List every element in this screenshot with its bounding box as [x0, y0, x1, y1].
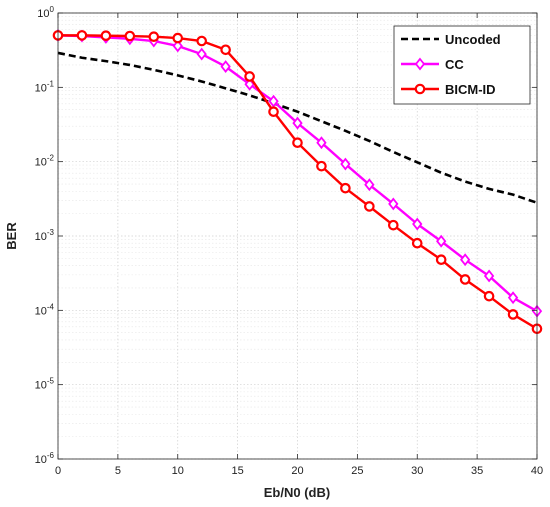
x-tick-labels: 0 5 10 15 20 25 30 35 40	[55, 465, 543, 477]
data-point-cc	[459, 253, 471, 267]
data-point-bicm-id	[340, 182, 351, 194]
data-point-bicm-id	[268, 106, 279, 118]
data-point-bicm-id	[124, 30, 136, 42]
data-point-cc	[340, 157, 351, 171]
x-tick-label: 30	[411, 465, 423, 477]
x-tick-label: 35	[471, 465, 483, 477]
data-point-cc	[316, 136, 327, 150]
data-point-cc	[172, 39, 183, 53]
data-point-bicm-id	[292, 137, 303, 148]
legend-entry-cc: CC	[401, 57, 464, 72]
legend-label-bicm-id: BICM-ID	[445, 82, 496, 97]
data-point-bicm-id	[220, 44, 231, 56]
x-tick-label: 0	[55, 465, 61, 477]
x-tick-label: 20	[291, 465, 303, 477]
data-point-bicm-id	[459, 274, 471, 285]
data-point-cc	[388, 197, 399, 211]
x-tick-label: 5	[115, 465, 121, 477]
data-point-bicm-id	[76, 30, 88, 41]
data-point-cc	[483, 269, 495, 283]
data-point-cc	[412, 217, 423, 231]
series-line-uncoded	[57, 51, 538, 204]
x-tick-label: 15	[232, 465, 244, 477]
y-tick-label: 10-1	[35, 79, 55, 94]
y-tick-label: 10-5	[35, 377, 55, 392]
y-tick-labels: 100 10-1 10-2 10-3 10-4 10-5 10-6	[35, 5, 55, 466]
data-point-bicm-id	[244, 71, 255, 82]
data-point-bicm-id	[172, 32, 184, 44]
legend: Uncoded CC BICM-ID	[393, 25, 531, 105]
data-point-cc	[220, 60, 231, 74]
data-point-cc	[196, 47, 207, 61]
y-tick-label: 10-3	[35, 228, 55, 243]
legend-entry-bicm-id: BICM-ID	[401, 82, 496, 97]
x-axis-label: Eb/N0 (dB)	[264, 485, 330, 500]
data-point-bicm-id	[316, 160, 327, 172]
series-bicm-id	[52, 30, 543, 335]
y-tick-label: 10-6	[35, 451, 55, 466]
y-tick-label: 10-2	[35, 154, 55, 169]
data-point-bicm-id	[148, 31, 160, 42]
data-point-bicm-id	[435, 254, 447, 265]
x-tick-label: 40	[531, 465, 543, 477]
legend-label-uncoded: Uncoded	[445, 32, 501, 47]
x-tick-label: 10	[172, 465, 184, 477]
data-point-cc	[507, 291, 519, 305]
data-point-cc	[364, 178, 375, 192]
legend-entry-uncoded: Uncoded	[401, 32, 501, 47]
legend-label-cc: CC	[445, 57, 464, 72]
data-point-bicm-id	[100, 30, 112, 42]
tick-marks	[57, 12, 538, 460]
data-point-bicm-id	[483, 290, 495, 302]
data-point-bicm-id	[387, 219, 399, 231]
y-axis-label: BER	[4, 222, 19, 250]
data-point-bicm-id	[196, 35, 207, 47]
data-point-bicm-id	[507, 309, 519, 320]
series-uncoded	[57, 51, 538, 204]
y-tick-label: 100	[37, 5, 54, 20]
y-tick-label: 10-4	[35, 302, 55, 317]
data-point-cc	[244, 77, 255, 91]
data-point-cc	[436, 234, 447, 248]
legend-marker-bicm-id	[414, 83, 426, 95]
data-point-bicm-id	[364, 201, 375, 212]
data-point-cc	[268, 94, 279, 108]
legend-marker-cc	[414, 57, 426, 71]
series-layer	[52, 28, 543, 335]
data-point-cc	[292, 116, 303, 130]
data-point-bicm-id	[411, 237, 423, 249]
x-tick-label: 25	[351, 465, 363, 477]
